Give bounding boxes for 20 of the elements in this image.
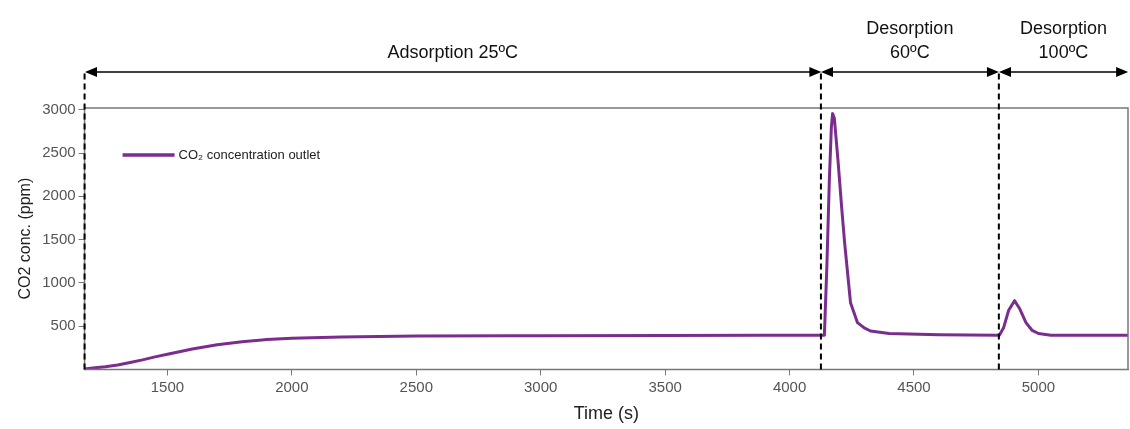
x-tick-label: 4500 — [897, 377, 931, 395]
x-tick-label: 5000 — [1021, 377, 1056, 395]
x-tick-label: 2500 — [399, 377, 433, 395]
x-tick-label: 3500 — [648, 377, 682, 395]
x-tick-label: 1500 — [150, 377, 185, 395]
legend-label: CO₂ concentration outlet — [178, 146, 321, 162]
text: Desorption 60ºC — [865, 17, 955, 64]
x-tick-label: 2000 — [275, 377, 309, 395]
x-axis-title: Time (s) — [573, 403, 639, 424]
y-tick-label: 1000 — [42, 272, 76, 290]
y-tick-label: 1500 — [42, 229, 76, 247]
y-tick-label: 2000 — [42, 186, 76, 204]
x-tick-label: 4000 — [772, 377, 807, 395]
text: Desorption 100ºC — [1018, 17, 1108, 64]
y-tick-label: 3000 — [42, 99, 76, 117]
text: Adsorption 25ºC — [386, 41, 520, 64]
y-tick-label: 2500 — [42, 143, 76, 161]
y-axis-title: CO2 conc. (ppm) — [16, 177, 34, 300]
x-tick-label: 3000 — [524, 377, 558, 395]
y-tick-label: 500 — [50, 316, 76, 334]
